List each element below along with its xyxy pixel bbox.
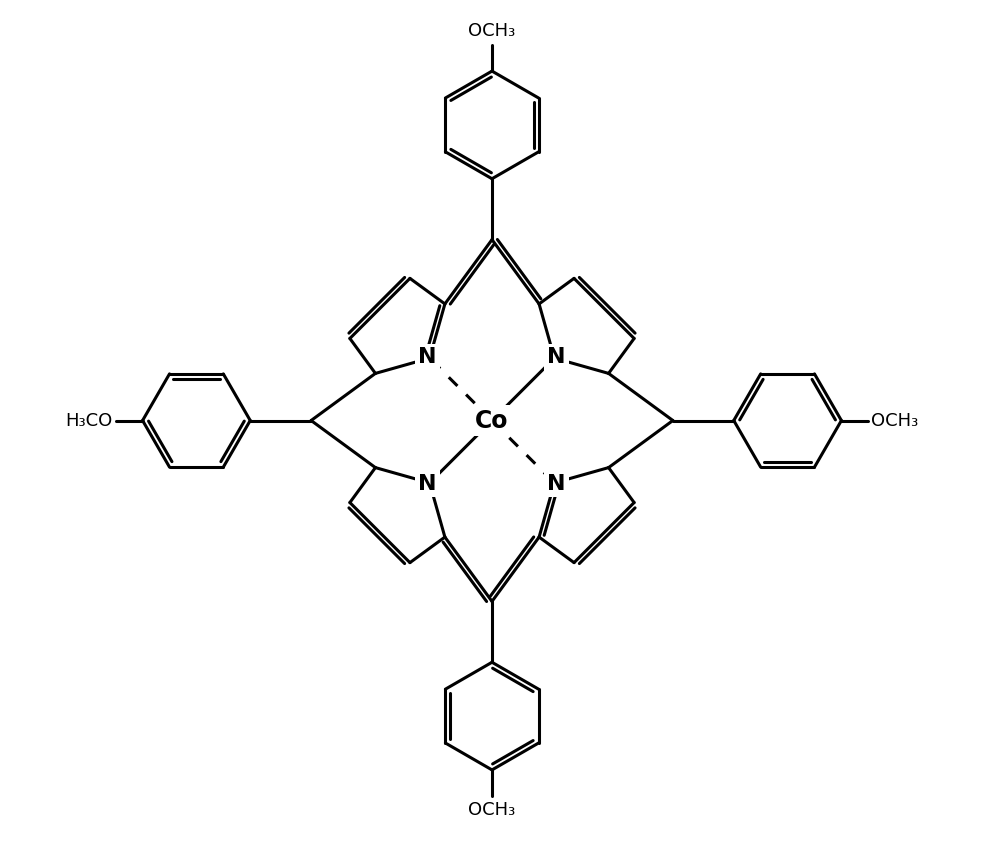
Text: N: N bbox=[418, 473, 437, 494]
Text: OCH₃: OCH₃ bbox=[468, 22, 516, 40]
Text: OCH₃: OCH₃ bbox=[872, 411, 919, 430]
Text: Co: Co bbox=[475, 409, 509, 432]
Text: N: N bbox=[547, 473, 566, 494]
Text: N: N bbox=[547, 347, 566, 368]
Text: OCH₃: OCH₃ bbox=[468, 801, 516, 819]
Text: H₃CO: H₃CO bbox=[65, 411, 112, 430]
Text: N: N bbox=[418, 347, 437, 368]
